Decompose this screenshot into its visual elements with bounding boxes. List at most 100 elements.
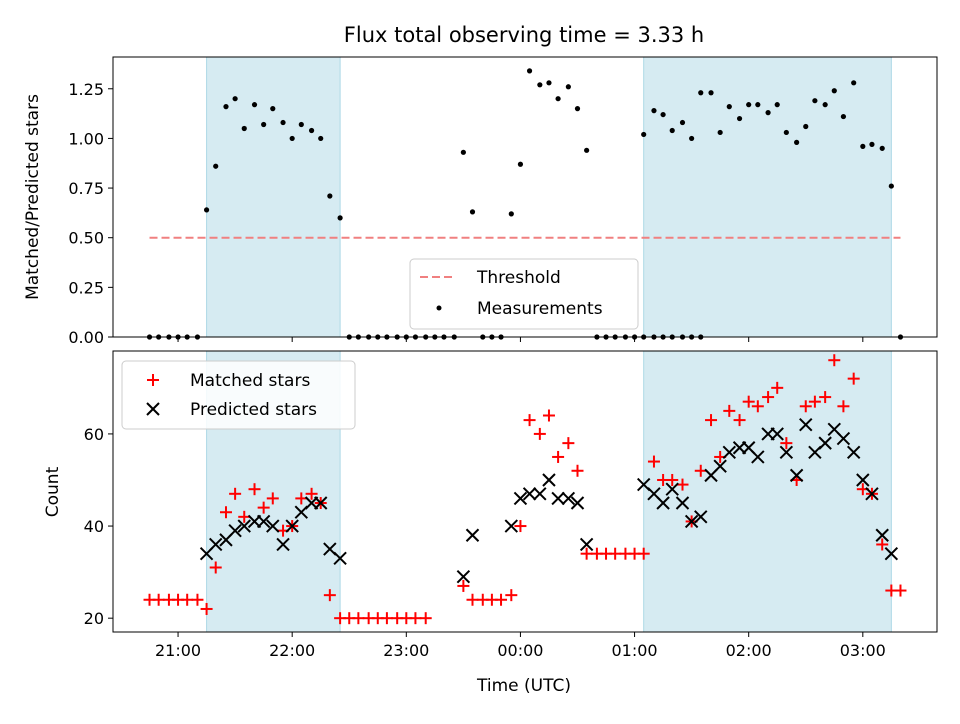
matched-star-point — [409, 612, 422, 625]
matched-star-point — [571, 464, 584, 477]
predicted-star-stroke-b — [656, 496, 670, 510]
matched-star-point — [799, 400, 812, 413]
predicted-star-stroke-b — [694, 510, 708, 524]
top-y-tick-label: 0.75 — [68, 179, 104, 198]
matched-star-point — [751, 400, 764, 413]
predicted-star-point — [276, 537, 290, 552]
matched-star-point — [323, 589, 336, 602]
predicted-star-stroke-b — [522, 487, 537, 501]
matched-star-point — [191, 593, 204, 606]
predicted-star-stroke-b — [770, 427, 784, 441]
predicted-star-point — [465, 528, 480, 542]
top-y-tick-label: 0.50 — [68, 229, 104, 248]
measurement-point — [679, 119, 686, 126]
predicted-star-stroke-b — [751, 450, 765, 464]
predicted-star-point — [789, 468, 804, 483]
measurement-point — [280, 119, 286, 126]
measurement-point — [879, 145, 885, 151]
bottom-y-axis-label: Count — [43, 466, 63, 517]
matched-star-point — [808, 395, 821, 408]
matched-star-point — [266, 492, 279, 505]
bottom-legend: Matched stars Predicted stars — [121, 360, 356, 430]
predicted-star-stroke-b — [684, 514, 699, 529]
predicted-star-point — [237, 519, 251, 533]
matched-star-point — [666, 473, 679, 486]
predicted-star-point — [579, 537, 594, 552]
measurement-point — [726, 104, 732, 110]
measurement-point — [669, 127, 675, 134]
top-y-tick-label: 1.25 — [68, 80, 104, 99]
measurement-point — [803, 123, 809, 130]
bottom-y-tick-label: 20 — [84, 609, 104, 628]
predicted-star-point — [570, 496, 585, 510]
predicted-star-point — [694, 510, 708, 524]
predicted-star-point — [836, 431, 851, 446]
matched-star-point — [181, 593, 194, 606]
matched-star-point — [514, 520, 527, 533]
matched-star-point — [466, 593, 479, 606]
bottom-y-tick-label: 60 — [84, 425, 104, 444]
matched-star-point — [295, 492, 308, 505]
predicted-star-stroke-b — [875, 528, 889, 542]
top-panel: 0.00 0.25 0.50 0.75 1.00 1.25 Flux total obse… — [23, 23, 938, 347]
predicted-star-stroke-b — [465, 528, 480, 542]
matched-star-point — [837, 400, 850, 413]
x-tick-label: 01:00 — [612, 641, 658, 660]
predicted-star-point — [285, 519, 299, 533]
predicted-star-point — [875, 528, 889, 542]
predicted-star-point — [504, 519, 519, 533]
predicted-star-point — [551, 491, 565, 506]
predicted-star-point — [513, 491, 528, 506]
measurement-point — [469, 209, 476, 215]
matched-star-point — [723, 404, 736, 417]
predicted-star-point — [770, 427, 784, 441]
measurement-point — [851, 80, 857, 86]
predicted-star-stroke-b — [846, 445, 861, 460]
bottom-panel: 20 40 60 21:00 22:00 23:00 00:00 01:00 02:00 03:… — [43, 350, 938, 696]
measurement-point — [308, 127, 315, 134]
measurement-point — [860, 143, 866, 149]
matched-star-point — [152, 593, 165, 606]
measurement-point — [574, 106, 581, 112]
predicted-star-point — [684, 514, 699, 529]
matched-star-point — [305, 487, 318, 500]
top-axes-frame — [112, 56, 938, 338]
measurement-point — [689, 135, 695, 142]
top-y-tick-label: 0.00 — [68, 328, 104, 347]
matched-star-point — [762, 391, 775, 404]
matched-star-point — [705, 414, 718, 427]
matched-star-point — [742, 395, 755, 408]
matched-star-point — [847, 372, 860, 385]
predicted-star-stroke-b — [237, 519, 251, 533]
matched-star-point — [819, 391, 832, 404]
bottom-y-tick-label: 40 — [84, 517, 104, 536]
measurement-point — [555, 96, 561, 102]
x-tick-label: 21:00 — [155, 641, 201, 660]
matched-star-point — [562, 437, 575, 450]
x-tick-label: 03:00 — [840, 641, 886, 660]
top-y-axis-label: Matched/Predicted stars — [23, 94, 43, 300]
predicted-star-point — [751, 450, 765, 464]
measurement-point — [289, 135, 295, 142]
matched-star-point — [771, 381, 784, 394]
top-shaded-span — [206, 56, 341, 338]
x-axis-label: Time (UTC) — [476, 676, 571, 696]
measurement-point — [822, 102, 828, 108]
predicted-star-point — [333, 551, 347, 566]
measurement-point — [660, 111, 666, 118]
predicted-star-stroke-b — [533, 487, 547, 501]
measurement-point — [508, 211, 514, 217]
predicted-star-stroke-b — [865, 487, 879, 501]
predicted-star-stroke-b — [836, 431, 851, 446]
measurement-point — [746, 102, 752, 108]
matched-star-point — [733, 414, 746, 427]
predicted-star-stroke-b — [513, 491, 528, 506]
measurement-point — [537, 82, 543, 88]
predicted-star-stroke-b — [884, 546, 899, 561]
predicted-star-stroke-b — [579, 537, 594, 552]
predicted-star-stroke-b — [504, 519, 519, 533]
measurement-point — [565, 84, 571, 90]
measurement-point — [241, 125, 247, 132]
measurement-point — [698, 90, 704, 96]
predicted-star-point — [846, 445, 861, 460]
